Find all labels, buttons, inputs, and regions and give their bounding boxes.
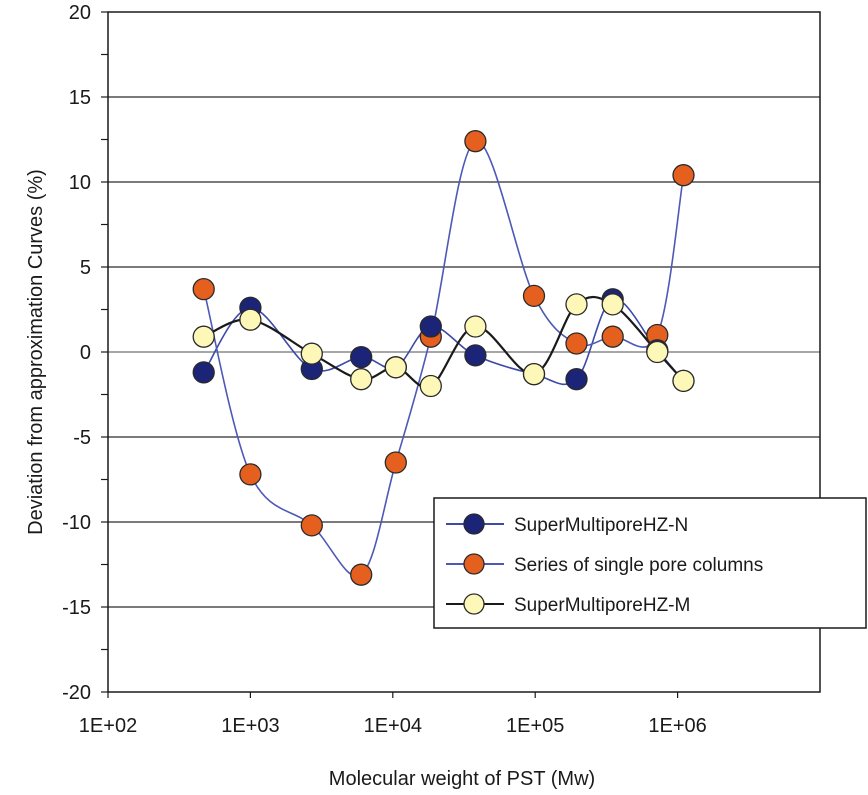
legend-marker [463, 553, 485, 575]
series-markers [192, 130, 695, 586]
legend-item: Series of single pore columns [446, 553, 763, 576]
legend-marker [463, 593, 485, 615]
data-point [419, 374, 442, 398]
x-tick-label: 1E+02 [79, 715, 137, 737]
data-point [384, 356, 407, 379]
data-point [350, 563, 373, 586]
legend-item: SuperMultiporeHZ-N [446, 513, 688, 536]
data-point [239, 463, 262, 486]
legend-box [433, 497, 867, 629]
data-series [192, 130, 695, 586]
data-point [384, 451, 407, 474]
data-point [350, 345, 373, 369]
data-point [192, 277, 215, 301]
data-point [239, 308, 262, 331]
axis-ticks: 20 15 10 5 0 -5 -10 -15 -20 1E+02 1E+03 1E+04 1E+05 1… [62, 2, 707, 737]
x-tick-label: 1E+03 [221, 715, 279, 737]
legend: SuperMultiporeHZ-N Series of single pore … [433, 497, 867, 629]
data-point [565, 293, 588, 316]
data-point [646, 340, 669, 364]
data-point [464, 344, 487, 367]
data-point [522, 362, 546, 386]
y-tick-label: -10 [62, 512, 91, 534]
data-point [464, 130, 487, 153]
data-point [300, 514, 323, 537]
gridlines [108, 96, 820, 608]
y-tick-label: 0 [80, 342, 91, 364]
y-tick-label: 15 [69, 87, 91, 109]
data-point [350, 368, 373, 391]
legend-label: SuperMultiporeHZ-M [514, 595, 690, 616]
data-point [192, 325, 215, 348]
y-tick-label: 5 [80, 257, 91, 279]
series-markers [192, 293, 695, 398]
data-point [672, 369, 695, 393]
legend-marker [463, 513, 485, 535]
y-tick-label: 10 [69, 172, 91, 194]
data-point [672, 164, 695, 187]
y-tick-label: -20 [62, 682, 91, 704]
data-point [419, 315, 442, 338]
legend-label: Series of single pore columns [514, 555, 763, 576]
x-axis-title: Molecular weight of PST (Mw) [329, 768, 595, 790]
data-point [601, 325, 624, 348]
data-point [565, 368, 588, 391]
y-tick-label: 20 [69, 2, 91, 24]
y-axis-title: Deviation from approximation Curves (%) [25, 169, 47, 535]
y-tick-label: -5 [73, 427, 91, 449]
y-tick-label: -15 [62, 597, 91, 619]
data-point [522, 284, 546, 308]
x-tick-label: 1E+04 [364, 715, 422, 737]
data-point [565, 332, 588, 355]
data-point [464, 315, 487, 338]
legend-item: SuperMultiporeHZ-M [446, 593, 690, 616]
data-point [192, 361, 215, 384]
data-point [601, 293, 624, 316]
data-point [300, 342, 323, 365]
legend-label: SuperMultiporeHZ-N [514, 515, 688, 536]
x-tick-label: 1E+06 [648, 715, 706, 737]
x-tick-label: 1E+05 [506, 715, 564, 737]
